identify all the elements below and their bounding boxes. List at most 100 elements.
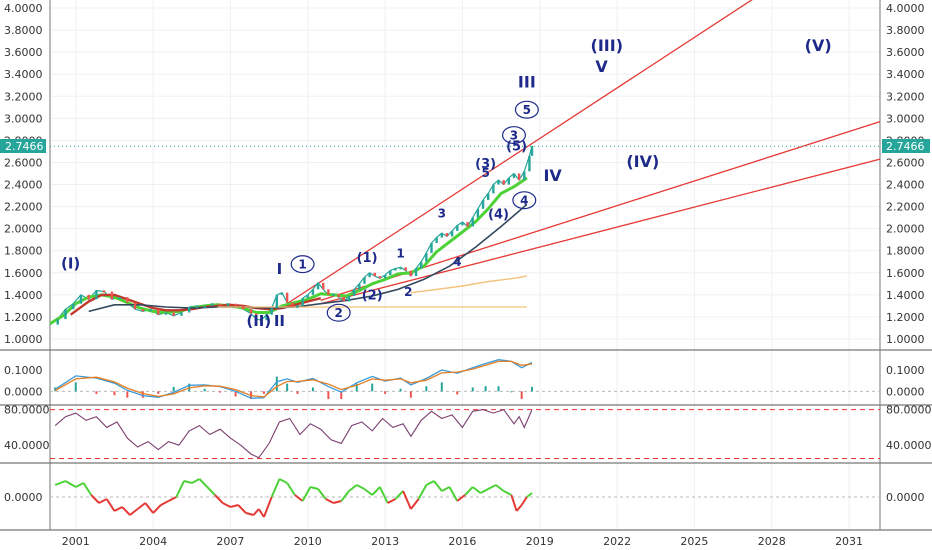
oscillator-segment[interactable] [270, 478, 281, 498]
oscillator-segment[interactable] [325, 498, 334, 504]
price-candle[interactable] [157, 309, 160, 315]
price-candle[interactable] [265, 314, 268, 321]
price-candle[interactable] [316, 282, 320, 290]
price-candle[interactable] [471, 217, 474, 227]
oscillator-segment[interactable] [394, 490, 404, 500]
price-candle[interactable] [466, 222, 469, 227]
moving-average-fast[interactable] [49, 176, 528, 325]
oscillator-segment[interactable] [387, 498, 396, 504]
price-candle[interactable] [95, 290, 98, 300]
price-candle[interactable] [492, 184, 495, 194]
macd-histogram-bar[interactable] [520, 391, 523, 400]
oscillator-segment[interactable] [54, 480, 66, 486]
oscillator-segment[interactable] [206, 486, 216, 496]
macd-histogram-bar[interactable] [531, 386, 534, 392]
price-candle[interactable] [203, 305, 206, 308]
macd-histogram-bar[interactable] [510, 391, 513, 393]
oscillator-segment[interactable] [90, 494, 100, 504]
price-candle[interactable] [79, 294, 83, 304]
oscillator-segment[interactable] [526, 492, 533, 498]
price-candle[interactable] [389, 270, 392, 276]
oscillator-segment[interactable] [340, 490, 350, 502]
macd-histogram-bar[interactable] [327, 391, 330, 400]
oscillator-segment[interactable] [317, 488, 327, 500]
price-candle[interactable] [260, 319, 263, 322]
price-candle[interactable] [270, 308, 273, 315]
oscillator-segment[interactable] [198, 478, 208, 488]
macd-histogram-bar[interactable] [262, 391, 265, 394]
price-candle[interactable] [528, 155, 531, 172]
price-candle[interactable] [180, 312, 183, 316]
price-candle[interactable] [332, 293, 335, 296]
price-candle[interactable] [296, 305, 299, 308]
price-candle[interactable] [110, 291, 114, 300]
oscillator-segment[interactable] [237, 504, 247, 514]
price-candle[interactable] [507, 177, 511, 185]
price-candle[interactable] [118, 297, 121, 300]
oscillator-segment[interactable] [183, 480, 193, 484]
macd-histogram-bar[interactable] [95, 391, 98, 394]
price-candle[interactable] [445, 233, 449, 237]
price-candle[interactable] [226, 303, 230, 306]
price-candle[interactable] [337, 293, 340, 298]
price-candle[interactable] [291, 302, 294, 308]
oscillator-segment[interactable] [257, 508, 265, 518]
oscillator-segment[interactable] [152, 504, 162, 514]
price-candle[interactable] [102, 290, 106, 293]
price-candle[interactable] [530, 145, 534, 156]
oscillator-segment[interactable] [448, 486, 459, 502]
oscillator-segment[interactable] [480, 488, 489, 494]
price-candle[interactable] [242, 305, 245, 310]
macd-histogram-bar[interactable] [74, 382, 77, 392]
macd-panel[interactable] [50, 359, 880, 400]
macd-histogram-bar[interactable] [234, 391, 237, 397]
price-candle[interactable] [327, 289, 330, 295]
oscillator-segment[interactable] [402, 490, 412, 510]
trendline[interactable] [281, 0, 756, 308]
moving-average-orange[interactable] [410, 275, 528, 294]
rsi-line[interactable] [54, 408, 533, 459]
oscillator-segment[interactable] [510, 494, 518, 512]
macd-histogram-bar[interactable] [203, 388, 206, 392]
oscillator-segment[interactable] [310, 486, 319, 490]
price-candle[interactable] [141, 309, 144, 312]
oscillator-segment[interactable] [252, 508, 260, 516]
price-candle[interactable] [425, 252, 428, 262]
oscillator-segment[interactable] [175, 480, 185, 498]
macd-histogram-bar[interactable] [172, 386, 175, 392]
price-candle[interactable] [56, 319, 59, 325]
oscillator-segment[interactable] [495, 484, 505, 492]
price-candle[interactable] [523, 171, 526, 181]
oscillator-segment[interactable] [245, 512, 254, 516]
price-candle[interactable] [430, 243, 433, 253]
price-candle[interactable] [517, 173, 521, 181]
trendline[interactable] [320, 158, 881, 305]
oscillator-segment[interactable] [113, 506, 123, 512]
macd-histogram-bar[interactable] [157, 391, 160, 394]
price-candle[interactable] [164, 312, 168, 315]
oscillator-segment[interactable] [137, 502, 146, 510]
oscillator-segment[interactable] [417, 484, 428, 500]
price-candle[interactable] [187, 307, 191, 313]
macd-histogram-bar[interactable] [384, 391, 387, 394]
price-candle[interactable] [234, 303, 237, 306]
price-candle[interactable] [456, 225, 459, 231]
moving-average-long[interactable] [88, 203, 528, 313]
price-candle[interactable] [486, 193, 490, 200]
price-candle[interactable] [249, 309, 253, 314]
price-candle[interactable] [211, 303, 214, 306]
price-candle[interactable] [218, 303, 222, 306]
oscillator-segment[interactable] [487, 484, 497, 490]
price-candle[interactable] [64, 309, 67, 320]
oscillator-segment[interactable] [472, 486, 482, 494]
price-candle[interactable] [306, 294, 309, 299]
price-candle[interactable] [399, 267, 402, 270]
oscillator-segment[interactable] [75, 482, 84, 488]
price-candle[interactable] [476, 208, 480, 218]
macd-histogram-bar[interactable] [219, 391, 222, 393]
price-candle[interactable] [71, 303, 75, 310]
price-candle[interactable] [414, 268, 418, 277]
oscillator-segment[interactable] [230, 504, 239, 508]
price-candle[interactable] [255, 313, 258, 320]
macd-histogram-bar[interactable] [141, 391, 144, 398]
